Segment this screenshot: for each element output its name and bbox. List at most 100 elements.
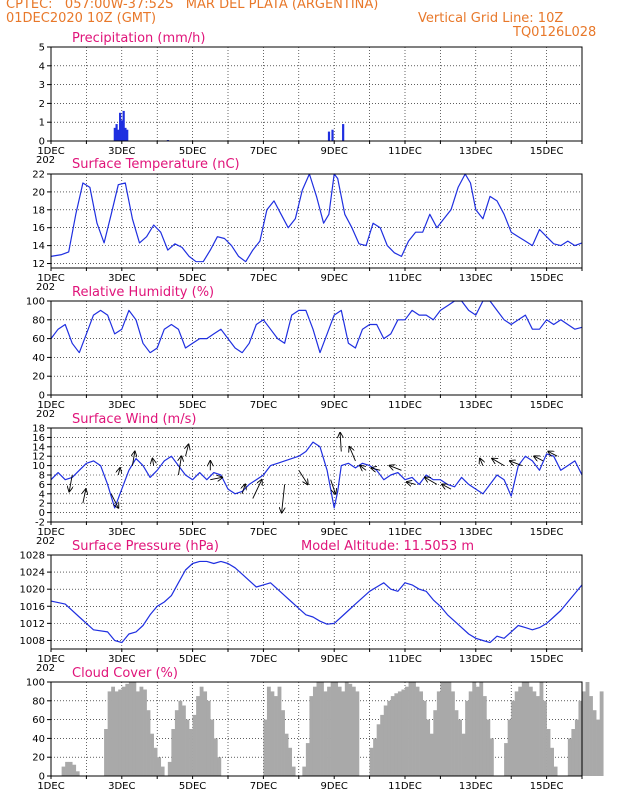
series-line bbox=[51, 301, 582, 353]
y-tick-label: 1012 bbox=[20, 619, 45, 630]
cloud-cover-bar bbox=[196, 696, 200, 776]
cloud-cover-bar bbox=[440, 682, 445, 776]
cloud-cover-bar bbox=[426, 719, 431, 776]
cloud-cover-bar bbox=[153, 747, 158, 776]
cloud-cover-bar bbox=[578, 700, 583, 776]
cloud-cover-bar bbox=[419, 691, 423, 776]
cloud-cover-bar bbox=[111, 686, 116, 776]
y-tick-label: 2 bbox=[39, 99, 45, 110]
wind-vector-arrow bbox=[492, 459, 505, 466]
x-tick-label: 7DEC bbox=[250, 400, 277, 411]
cloud-cover-bar bbox=[263, 719, 268, 776]
wind-vector-arrow bbox=[534, 456, 544, 461]
cloud-cover-bar bbox=[160, 766, 165, 776]
panel-title: Surface Temperature (nC) bbox=[72, 157, 240, 172]
y-tick-label: -2 bbox=[35, 518, 45, 529]
cloud-cover-bar bbox=[535, 696, 540, 776]
y-tick-label: 18 bbox=[32, 205, 45, 216]
wind-vector-arrow bbox=[340, 433, 341, 452]
y-tick-label: 16 bbox=[32, 223, 45, 234]
cloud-cover-bar bbox=[369, 747, 374, 776]
cloud-cover-bar bbox=[291, 766, 296, 776]
cloud-cover-bar bbox=[567, 738, 572, 776]
cloud-cover-bar bbox=[479, 682, 484, 776]
precipitation-bar bbox=[122, 110, 125, 141]
cloud-cover-bar bbox=[192, 714, 197, 776]
cloud-cover-bar bbox=[167, 761, 172, 776]
x-axis-year-fragment: 202 bbox=[36, 409, 55, 420]
panel-5 bbox=[47, 554, 583, 652]
cloud-cover-bar bbox=[433, 710, 438, 776]
cloud-cover-bar bbox=[482, 696, 487, 776]
cloud-cover-bar bbox=[316, 682, 321, 776]
cloud-cover-bar bbox=[458, 719, 462, 776]
x-axis-year-fragment: 202 bbox=[36, 155, 55, 166]
cloud-cover-bar bbox=[274, 696, 278, 776]
cloud-cover-bar bbox=[323, 691, 328, 776]
x-tick-label: 15DEC bbox=[530, 527, 564, 538]
panel-title: Relative Humidity (%) bbox=[72, 285, 214, 300]
cloud-cover-bar bbox=[472, 682, 477, 776]
cloud-cover-bar bbox=[65, 761, 69, 776]
precipitation-bar bbox=[327, 131, 331, 141]
x-tick-label: 1DEC bbox=[37, 527, 64, 538]
panel-1 bbox=[47, 46, 583, 144]
cloud-cover-bar bbox=[266, 686, 271, 776]
x-tick-label: 13DEC bbox=[459, 273, 493, 284]
cloud-cover-bar bbox=[305, 743, 310, 776]
cloud-cover-bar bbox=[330, 682, 335, 776]
cloud-cover-bar bbox=[589, 696, 593, 776]
panel-title: Precipitation (mm/h) bbox=[72, 31, 205, 46]
precipitation-bar bbox=[120, 120, 123, 141]
y-tick-label: 6 bbox=[39, 480, 45, 491]
cloud-cover-bar bbox=[157, 757, 162, 776]
y-tick-label: 2 bbox=[39, 499, 45, 510]
x-tick-label: 9DEC bbox=[321, 527, 348, 538]
cloud-cover-bar bbox=[284, 733, 289, 776]
cloud-cover-bar bbox=[181, 705, 186, 776]
cloud-cover-bar bbox=[454, 710, 459, 776]
series-line bbox=[51, 561, 582, 642]
y-tick-label: 100 bbox=[26, 678, 45, 689]
cloud-cover-bar bbox=[355, 691, 360, 776]
precipitation-bar bbox=[126, 129, 129, 141]
wind-vector-arrow bbox=[371, 468, 381, 470]
series-line bbox=[51, 174, 582, 262]
cloud-cover-bar bbox=[408, 682, 413, 776]
x-tick-label: 5DEC bbox=[179, 654, 206, 665]
cloud-cover-bar bbox=[596, 719, 600, 776]
x-tick-label: 7DEC bbox=[250, 781, 277, 792]
cloud-cover-bar bbox=[380, 714, 385, 776]
wind-vector-arrow bbox=[132, 452, 134, 466]
cloud-cover-bar bbox=[486, 719, 491, 776]
cloud-cover-bar bbox=[592, 710, 597, 776]
y-tick-label: 40 bbox=[32, 734, 45, 745]
cloud-cover-bar bbox=[312, 686, 317, 776]
cloud-cover-bar bbox=[443, 682, 448, 776]
cloud-cover-bar bbox=[405, 686, 409, 776]
cloud-cover-bar bbox=[135, 691, 140, 776]
x-tick-label: 3DEC bbox=[108, 273, 135, 284]
y-tick-label: 4 bbox=[39, 61, 45, 72]
x-tick-label: 9DEC bbox=[321, 273, 348, 284]
cloud-cover-bar bbox=[68, 761, 73, 776]
series-line bbox=[51, 442, 582, 508]
cloud-cover-bar bbox=[451, 691, 455, 776]
x-tick-label: 5DEC bbox=[179, 273, 206, 284]
y-tick-label: 14 bbox=[32, 442, 45, 453]
cloud-cover-bar bbox=[344, 682, 349, 776]
cloud-cover-bar bbox=[277, 686, 282, 776]
y-tick-label: 14 bbox=[32, 241, 45, 252]
x-tick-label: 11DEC bbox=[388, 273, 422, 284]
y-tick-label: 1024 bbox=[20, 568, 45, 579]
y-tick-label: 18 bbox=[32, 424, 45, 435]
x-tick-label: 15DEC bbox=[530, 654, 564, 665]
cloud-cover-bar bbox=[150, 733, 154, 776]
cloud-cover-bar bbox=[489, 738, 494, 776]
wind-vector-arrow bbox=[442, 484, 452, 489]
x-tick-label: 9DEC bbox=[321, 146, 348, 157]
x-tick-label: 1DEC bbox=[37, 654, 64, 665]
y-tick-label: 1008 bbox=[20, 636, 45, 647]
panel-frame bbox=[50, 681, 583, 777]
y-tick-label: 16 bbox=[32, 433, 45, 444]
